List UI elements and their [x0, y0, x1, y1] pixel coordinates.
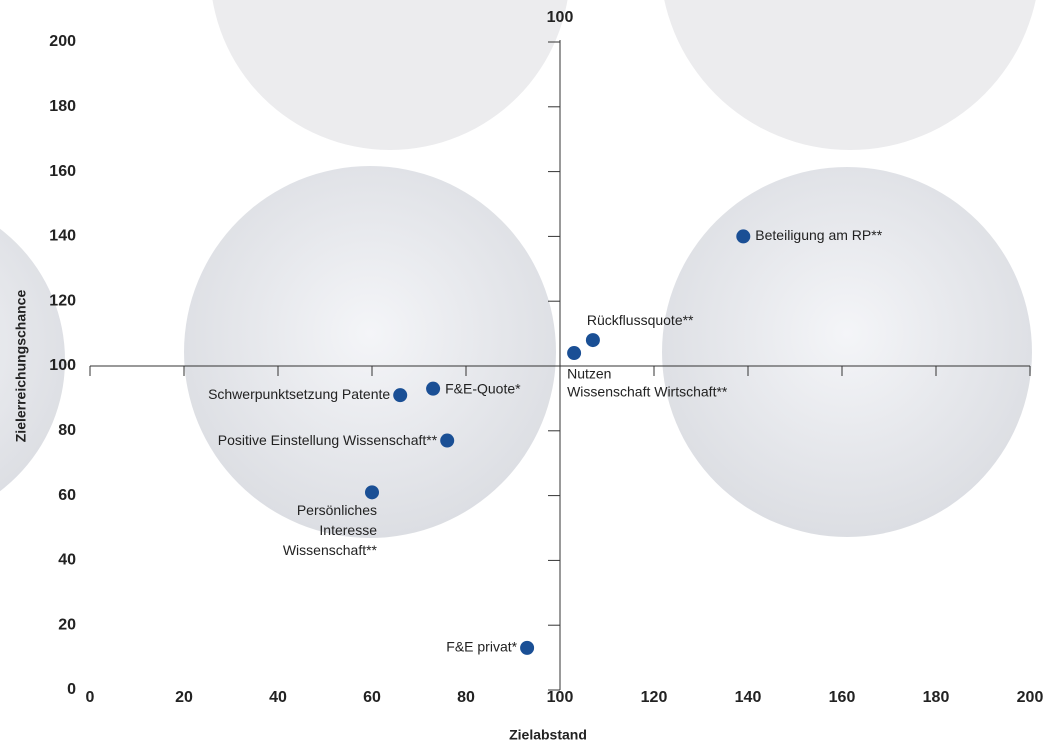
y-tick-label: 120	[49, 292, 76, 309]
data-point	[736, 229, 751, 244]
x-tick-label: 80	[457, 689, 475, 706]
background-decoration	[0, 0, 1036, 538]
x-tick-label: 180	[923, 689, 950, 706]
data-point	[520, 640, 535, 655]
y-tick-label: 180	[49, 98, 76, 115]
x-tick-label: 200	[1017, 689, 1044, 706]
point-label: Wissenschaft Wirtschaft**	[567, 384, 728, 400]
data-point	[393, 388, 408, 403]
data-point	[440, 433, 455, 448]
y-tick-label: 200	[49, 33, 76, 50]
x-axis-label: Zielabstand	[509, 727, 587, 743]
x-tick-label: 0	[86, 689, 95, 706]
y-tick-label: 100	[49, 357, 76, 374]
y-tick-label: 140	[49, 228, 76, 245]
x-tick-label: 60	[363, 689, 381, 706]
data-point	[426, 381, 441, 396]
point-label: Persönliches	[297, 502, 377, 518]
y-axis-position-label: 100	[547, 9, 574, 26]
y-tick-label: 160	[49, 163, 76, 180]
point-label: Nutzen	[567, 366, 611, 382]
y-tick-label: 60	[58, 487, 76, 504]
data-point	[567, 346, 582, 361]
point-label: Schwerpunktsetzung Patente	[208, 386, 390, 402]
x-tick-label: 20	[175, 689, 193, 706]
point-label: Rückflussquote**	[587, 312, 694, 328]
data-point	[365, 485, 379, 500]
x-tick-label: 120	[641, 689, 668, 706]
point-label: F&E-Quote*	[445, 380, 521, 396]
x-tick-label: 160	[829, 689, 856, 706]
point-label: Interesse	[319, 522, 377, 538]
y-tick-label: 0	[67, 681, 76, 698]
point-label: Wissenschaft**	[283, 542, 378, 558]
data-point	[585, 333, 600, 348]
point-label: Positive Einstellung Wissenschaft**	[218, 432, 438, 448]
y-axis-label: Zielerreichungschance	[13, 290, 29, 443]
point-label: F&E privat*	[446, 639, 517, 655]
x-tick-label: 40	[269, 689, 287, 706]
x-tick-label: 140	[735, 689, 762, 706]
y-tick-label: 80	[58, 422, 76, 439]
y-tick-label: 20	[58, 616, 76, 633]
x-tick-label: 100	[547, 689, 574, 706]
point-label: Beteiligung am RP**	[755, 227, 882, 243]
y-tick-label: 40	[58, 552, 76, 569]
